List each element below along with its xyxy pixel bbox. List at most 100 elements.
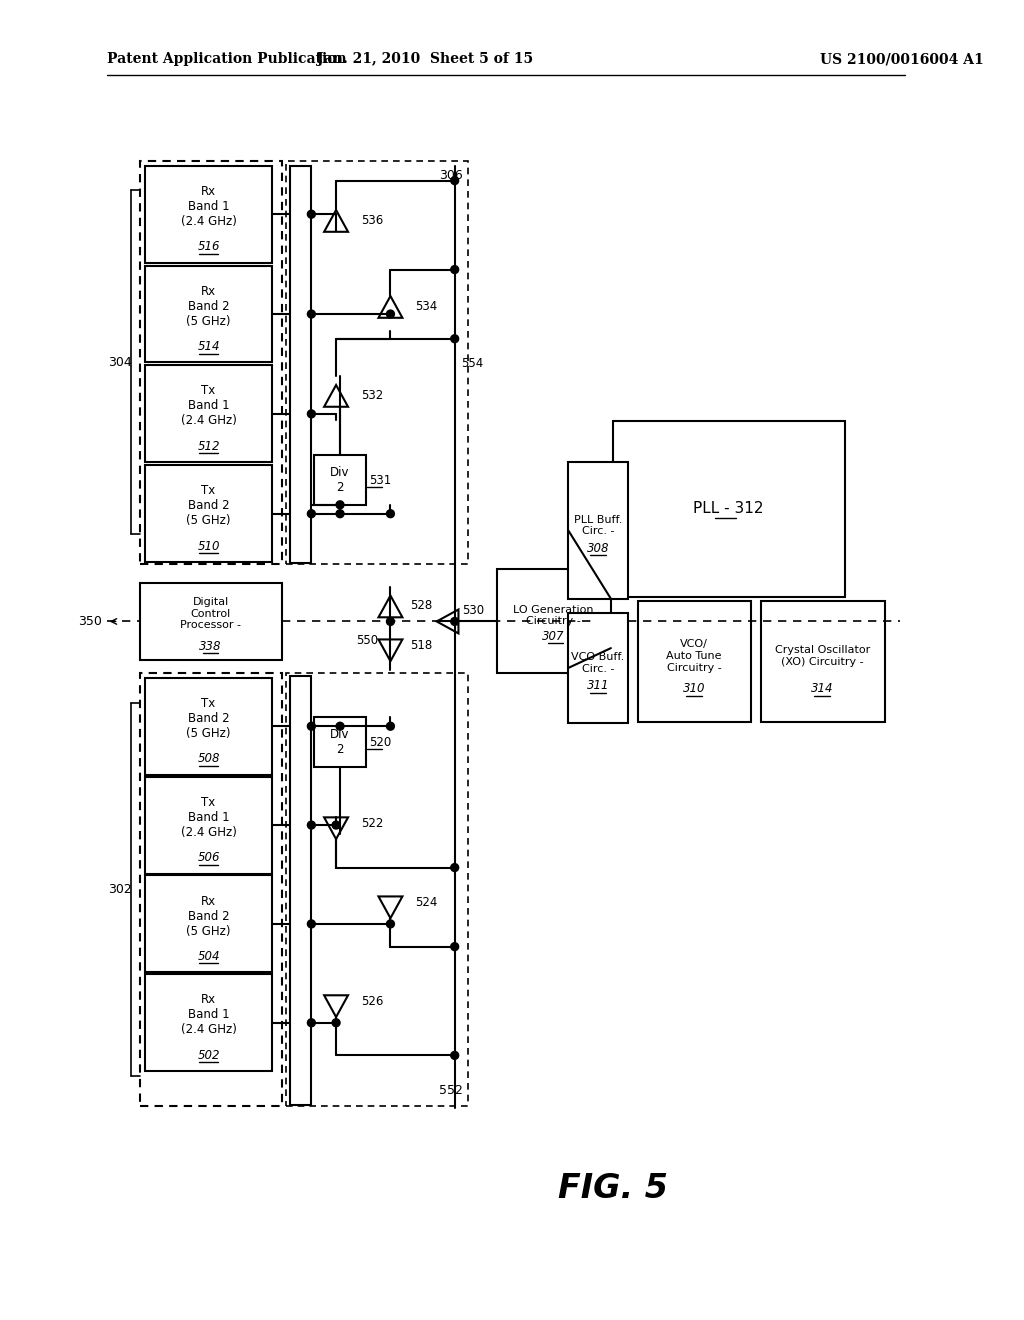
Polygon shape [379, 595, 402, 618]
Text: 530: 530 [463, 605, 484, 616]
Text: 512: 512 [198, 440, 220, 453]
Circle shape [386, 510, 394, 517]
Circle shape [386, 920, 394, 928]
Bar [290, 676, 311, 1105]
Bar [145, 166, 271, 263]
Circle shape [386, 722, 394, 730]
Text: 536: 536 [360, 214, 383, 227]
Text: 304: 304 [108, 356, 131, 370]
Text: 532: 532 [360, 388, 383, 401]
Text: Crystal Oscillator
(XO) Circuitry -: Crystal Oscillator (XO) Circuitry - [775, 645, 870, 667]
Text: 552: 552 [438, 1085, 463, 1097]
Text: 550: 550 [356, 634, 379, 647]
Bar [612, 421, 845, 597]
Text: 534: 534 [415, 300, 437, 313]
Bar [145, 366, 271, 462]
Text: 302: 302 [108, 883, 131, 896]
Text: PLL - 312: PLL - 312 [693, 502, 764, 516]
Text: Div
2: Div 2 [331, 466, 350, 494]
Text: 306: 306 [439, 169, 463, 182]
Polygon shape [325, 817, 348, 840]
Text: 516: 516 [198, 240, 220, 253]
Polygon shape [436, 610, 459, 634]
Text: 308: 308 [587, 541, 609, 554]
Circle shape [307, 210, 315, 218]
Text: 524: 524 [415, 896, 437, 908]
Polygon shape [379, 639, 402, 661]
Polygon shape [379, 896, 402, 919]
Text: Jan. 21, 2010  Sheet 5 of 15: Jan. 21, 2010 Sheet 5 of 15 [317, 51, 534, 66]
Polygon shape [325, 385, 348, 407]
Text: Digital
Control
Processor -: Digital Control Processor - [180, 597, 241, 630]
Circle shape [332, 821, 340, 829]
Bar [286, 161, 468, 564]
Text: 520: 520 [369, 735, 391, 748]
Text: Rx
Band 1
(2.4 GHz): Rx Band 1 (2.4 GHz) [180, 185, 237, 228]
Bar [638, 601, 752, 722]
Text: Tx
Band 2
(5 GHz): Tx Band 2 (5 GHz) [186, 697, 230, 739]
Bar [145, 465, 271, 562]
Bar [145, 677, 271, 775]
Text: Rx
Band 2
(5 GHz): Rx Band 2 (5 GHz) [186, 895, 230, 937]
Circle shape [451, 265, 459, 273]
Circle shape [451, 1052, 459, 1060]
Text: 307: 307 [543, 630, 565, 643]
Circle shape [307, 920, 315, 928]
Circle shape [307, 821, 315, 829]
Text: Div
2: Div 2 [331, 729, 350, 756]
Circle shape [332, 1019, 340, 1027]
Text: 508: 508 [198, 752, 220, 766]
Bar [140, 673, 282, 1106]
Bar [140, 583, 282, 660]
Text: 311: 311 [587, 680, 609, 692]
Bar [140, 161, 282, 564]
Circle shape [336, 722, 344, 730]
Text: 531: 531 [369, 474, 391, 487]
Circle shape [451, 335, 459, 343]
Text: 510: 510 [198, 540, 220, 553]
Text: 522: 522 [360, 817, 383, 829]
Bar [145, 974, 271, 1072]
Text: 338: 338 [200, 640, 222, 652]
Bar [568, 462, 628, 599]
Bar [145, 265, 271, 363]
Polygon shape [379, 296, 402, 318]
Circle shape [336, 510, 344, 517]
Text: Rx
Band 1
(2.4 GHz): Rx Band 1 (2.4 GHz) [180, 994, 237, 1036]
Circle shape [386, 618, 394, 626]
Text: 528: 528 [411, 599, 432, 612]
Bar [290, 166, 311, 564]
Circle shape [307, 1019, 315, 1027]
Text: FIG. 5: FIG. 5 [558, 1172, 668, 1205]
Bar [314, 717, 366, 767]
Text: VCO/
Auto Tune
Circuitry -: VCO/ Auto Tune Circuitry - [667, 639, 722, 673]
Circle shape [307, 411, 315, 418]
Text: Tx
Band 1
(2.4 GHz): Tx Band 1 (2.4 GHz) [180, 796, 237, 838]
Circle shape [336, 500, 344, 508]
Circle shape [307, 722, 315, 730]
Text: Patent Application Publication: Patent Application Publication [106, 51, 346, 66]
Circle shape [386, 310, 394, 318]
Bar [314, 455, 366, 504]
Polygon shape [325, 210, 348, 232]
Text: 518: 518 [411, 639, 432, 652]
Bar [286, 673, 468, 1106]
Circle shape [451, 942, 459, 950]
Circle shape [451, 618, 459, 626]
Polygon shape [325, 995, 348, 1016]
Text: 350: 350 [78, 615, 101, 628]
Text: 526: 526 [360, 994, 383, 1007]
Bar [761, 601, 885, 722]
Circle shape [451, 863, 459, 871]
Circle shape [307, 510, 315, 517]
Text: PLL Buff.
Circ. -: PLL Buff. Circ. - [573, 515, 623, 536]
Bar [498, 569, 611, 673]
Text: 514: 514 [198, 341, 220, 354]
Circle shape [451, 177, 459, 185]
Bar [145, 875, 271, 973]
Text: VCO Buff.
Circ. -: VCO Buff. Circ. - [571, 652, 625, 673]
Text: US 2100/0016004 A1: US 2100/0016004 A1 [820, 51, 984, 66]
Text: Tx
Band 1
(2.4 GHz): Tx Band 1 (2.4 GHz) [180, 384, 237, 428]
Text: 554: 554 [462, 356, 484, 370]
Text: Rx
Band 2
(5 GHz): Rx Band 2 (5 GHz) [186, 285, 230, 327]
